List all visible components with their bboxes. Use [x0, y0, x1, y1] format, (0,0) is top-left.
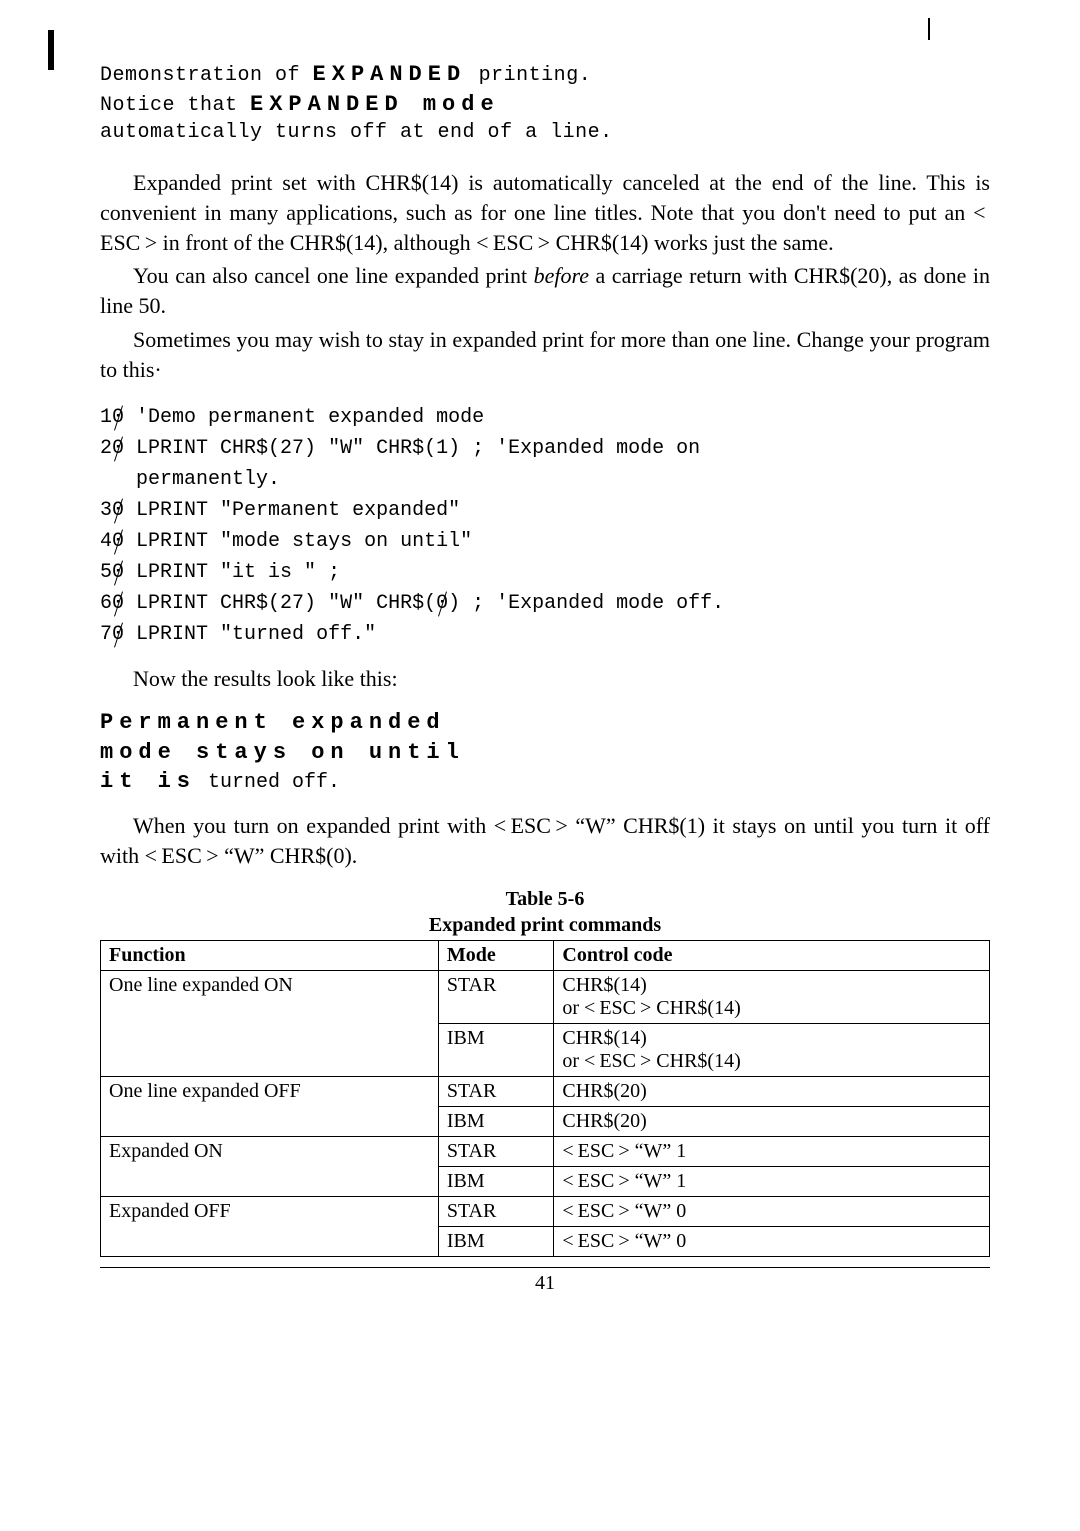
cell-mode: IBM [438, 1227, 554, 1257]
slashed-zero: 0 [112, 495, 124, 526]
paragraph-1: Expanded print set with CHR$(14) is auto… [100, 168, 990, 257]
code-line: LPRINT "mode stays on until" [124, 530, 472, 553]
page-number: 41 [100, 1267, 990, 1295]
paragraph-2: You can also cancel one line expanded pr… [100, 261, 990, 320]
cell-function: Expanded ON [101, 1137, 439, 1197]
body-text: When you turn on expanded print with < E… [100, 811, 990, 870]
table-caption: Table 5-6 Expanded print commands [100, 886, 990, 938]
body-text: Now the results look like this: [100, 664, 990, 694]
code-line: LPRINT "turned off." [124, 623, 376, 646]
slashed-zero: 0 [112, 588, 124, 619]
paragraph-4: When you turn on expanded print with < E… [100, 811, 990, 870]
expanded-text: Permanent expanded [100, 710, 446, 735]
cell-code: < ESC > “W” 0 [554, 1227, 990, 1257]
table-number: Table 5-6 [100, 886, 990, 912]
basic-code-listing: 10 'Demo permanent expanded mode 20 LPRI… [100, 402, 990, 650]
printer-output-demo2: Permanent expanded mode stays on until i… [100, 708, 990, 797]
cell-code: < ESC > “W” 1 [554, 1167, 990, 1197]
code-line: LPRINT CHR$(27) "W" CHR$( [124, 592, 436, 615]
text: turned off. [196, 771, 340, 794]
cell-mode: STAR [438, 1137, 554, 1167]
text: Notice that [100, 94, 250, 117]
code-line: LPRINT "Permanent expanded" [124, 499, 460, 522]
cell-mode: IBM [438, 1167, 554, 1197]
text: You can also cancel one line expanded pr… [133, 263, 534, 288]
cell-mode: IBM [438, 1107, 554, 1137]
cell-mode: STAR [438, 971, 554, 1024]
cell-code: CHR$(14) or < ESC > CHR$(14) [554, 1024, 990, 1077]
col-header-control-code: Control code [554, 941, 990, 971]
cell-function: One line expanded ON [101, 971, 439, 1077]
table-row: Expanded OFF STAR < ESC > “W” 0 [101, 1197, 990, 1227]
table-row: Expanded ON STAR < ESC > “W” 1 [101, 1137, 990, 1167]
slashed-zero: 0 [112, 619, 124, 650]
demo1-line1: Demonstration of EXPANDED printing. [100, 60, 990, 90]
printer-output-demo1: Demonstration of EXPANDED printing. Noti… [100, 60, 990, 146]
demo2-line2: mode stays on until [100, 738, 990, 768]
text: printing. [466, 64, 591, 87]
text: Demonstration of [100, 64, 313, 87]
cell-mode: STAR [438, 1077, 554, 1107]
code-line: LPRINT "it is " ; [124, 561, 340, 584]
scan-artifact-top [928, 18, 930, 40]
demo2-line3: it is turned off. [100, 767, 990, 797]
cell-code: < ESC > “W” 0 [554, 1197, 990, 1227]
demo2-line1: Permanent expanded [100, 708, 990, 738]
paragraph-3: Sometimes you may wish to stay in expand… [100, 325, 990, 384]
code-line: LPRINT CHR$(27) "W" CHR$(1) ; 'Expanded … [124, 437, 700, 460]
table-row: One line expanded ON STAR CHR$(14) or < … [101, 971, 990, 1024]
slashed-zero: 0 [436, 588, 448, 619]
code-line: ) ; 'Expanded mode off. [448, 592, 724, 615]
expanded-text: EXPANDED [313, 62, 467, 87]
table-row: One line expanded OFF STAR CHR$(20) [101, 1077, 990, 1107]
body-text: Expanded print set with CHR$(14) is auto… [100, 168, 990, 384]
table-title: Expanded print commands [100, 912, 990, 938]
demo1-line3: automatically turns off at end of a line… [100, 119, 990, 146]
col-header-function: Function [101, 941, 439, 971]
expanded-text: it is [100, 769, 196, 794]
slashed-zero: 0 [112, 402, 124, 433]
cell-code: CHR$(20) [554, 1077, 990, 1107]
col-header-mode: Mode [438, 941, 554, 971]
scan-artifact-left [48, 30, 54, 70]
demo1-line2: Notice that EXPANDED mode [100, 90, 990, 120]
expanded-text: mode stays on until [100, 740, 465, 765]
slashed-zero: 0 [112, 433, 124, 464]
slashed-zero: 0 [112, 526, 124, 557]
slashed-zero: 0 [112, 557, 124, 588]
expanded-text: EXPANDED mode [250, 92, 500, 117]
code-line: permanently. [100, 468, 280, 491]
cell-function: Expanded OFF [101, 1197, 439, 1257]
expanded-print-commands-table: Function Mode Control code One line expa… [100, 940, 990, 1257]
cell-code: < ESC > “W” 1 [554, 1137, 990, 1167]
cell-code: CHR$(20) [554, 1107, 990, 1137]
table-header-row: Function Mode Control code [101, 941, 990, 971]
cell-mode: IBM [438, 1024, 554, 1077]
code-line: 'Demo permanent expanded mode [124, 406, 484, 429]
cell-mode: STAR [438, 1197, 554, 1227]
result-intro: Now the results look like this: [100, 664, 990, 694]
cell-code: CHR$(14) or < ESC > CHR$(14) [554, 971, 990, 1024]
cell-function: One line expanded OFF [101, 1077, 439, 1137]
emphasis: before [534, 263, 589, 288]
